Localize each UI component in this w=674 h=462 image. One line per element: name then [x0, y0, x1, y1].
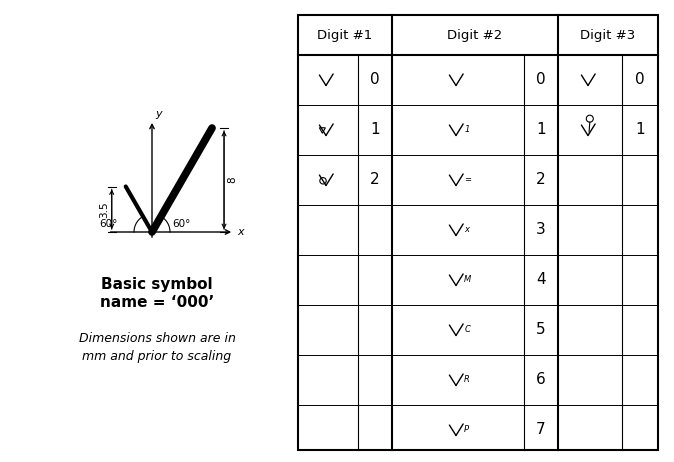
Text: 0: 0: [537, 73, 546, 87]
Text: Digit #3: Digit #3: [580, 29, 636, 42]
Text: 3.5: 3.5: [98, 201, 109, 218]
Text: 5: 5: [537, 322, 546, 338]
Text: 0: 0: [635, 73, 645, 87]
Text: 1: 1: [537, 122, 546, 138]
Text: 60°: 60°: [172, 219, 190, 229]
Text: y: y: [155, 109, 162, 119]
Text: 1: 1: [464, 126, 470, 134]
Text: x: x: [464, 225, 469, 235]
Text: 2: 2: [370, 172, 380, 188]
Text: 3: 3: [536, 223, 546, 237]
Text: Digit #1: Digit #1: [317, 29, 373, 42]
Text: 6: 6: [536, 372, 546, 388]
Text: 1: 1: [370, 122, 380, 138]
Text: 0: 0: [370, 73, 380, 87]
Text: C: C: [464, 326, 470, 334]
Text: 4: 4: [537, 273, 546, 287]
Text: Basic symbol: Basic symbol: [101, 277, 213, 292]
Text: M: M: [464, 275, 471, 285]
Text: name = ‘000’: name = ‘000’: [100, 295, 214, 310]
Text: 60°: 60°: [100, 219, 118, 229]
Text: =: =: [464, 176, 471, 184]
Text: Digit #2: Digit #2: [448, 29, 503, 42]
Text: 8: 8: [227, 176, 237, 183]
Text: R: R: [464, 376, 470, 384]
Text: x: x: [237, 227, 244, 237]
Text: P: P: [464, 426, 469, 434]
Bar: [298, 15, 658, 450]
Text: 2: 2: [537, 172, 546, 188]
Text: 7: 7: [537, 423, 546, 438]
Text: 1: 1: [635, 122, 645, 138]
Text: Dimensions shown are in
mm and prior to scaling: Dimensions shown are in mm and prior to …: [79, 332, 235, 363]
